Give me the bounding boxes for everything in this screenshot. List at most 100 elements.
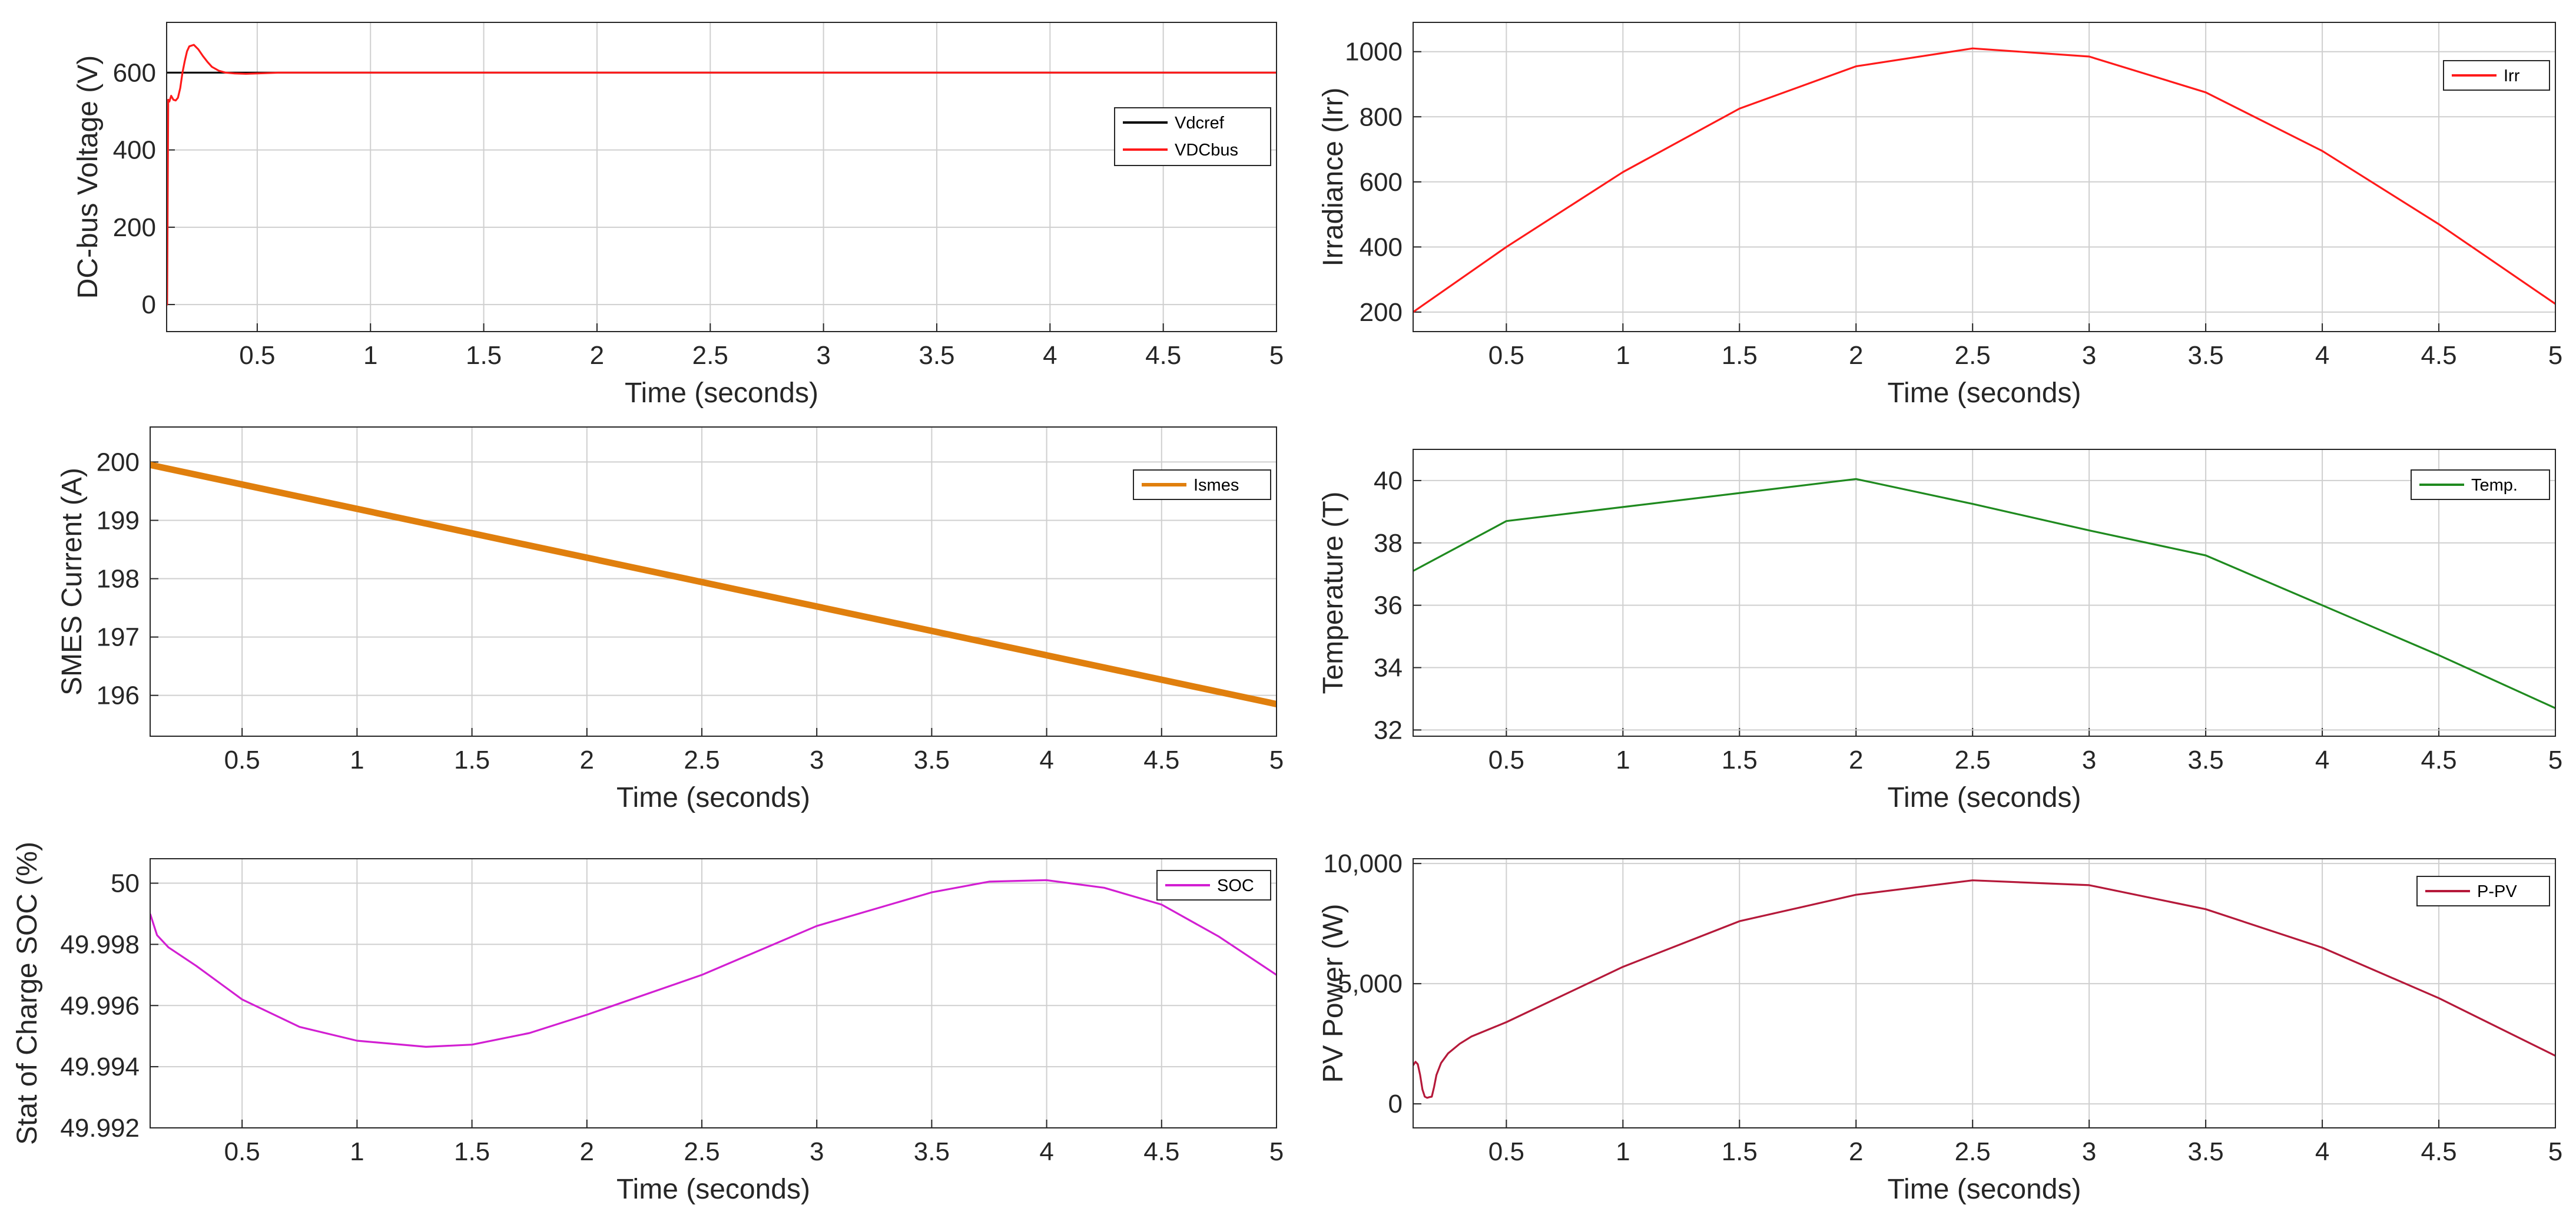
x-tick-label: 0.5 <box>239 341 275 370</box>
x-tick-label: 4 <box>2315 1137 2329 1166</box>
legend: Vdcref VDCbus <box>1114 107 1271 166</box>
x-tick-label: 0.5 <box>224 1137 260 1166</box>
y-tick-label: 5,000 <box>1338 969 1403 998</box>
x-tick-label: 5 <box>1269 341 1284 370</box>
x-tick-label: 3 <box>816 341 830 370</box>
chart-ismes: 0.5 1 1.5 2 2.5 3 3.5 4 4.5 5 196 197 198 199 200 Time … <box>57 426 1284 813</box>
legend: Temp. <box>2411 469 2550 500</box>
series-line-vdcbus <box>167 44 1277 306</box>
x-tick-label: 5 <box>1269 746 1284 774</box>
legend: P-PV <box>2416 876 2550 906</box>
legend: Ismes <box>1133 469 1271 500</box>
x-tick-label: 4.5 <box>1145 341 1181 370</box>
plot-area <box>1413 859 2555 1128</box>
legend-label: Irr <box>2504 67 2520 85</box>
x-tick-label: 0.5 <box>1488 1137 1524 1166</box>
x-tick-label: 0.5 <box>1488 746 1524 774</box>
y-axis-label: DC-bus Voltage (V) <box>72 55 104 299</box>
x-tick-label: 3 <box>2082 1137 2096 1166</box>
x-tick-label: 4.5 <box>2421 746 2456 774</box>
y-tick-label: 200 <box>97 448 140 476</box>
plot-area <box>1413 449 2555 736</box>
y-tick-label: 800 <box>1360 102 1403 131</box>
x-tick-label: 2 <box>1849 746 1863 774</box>
x-tick-label: 4.5 <box>2421 341 2456 370</box>
x-tick-label: 2.5 <box>1955 341 1991 370</box>
x-tick-label: 2.5 <box>692 341 728 370</box>
x-tick-label: 4 <box>2315 746 2329 774</box>
legend-label: Vdcref <box>1175 114 1225 133</box>
x-tick-label: 3.5 <box>914 1137 950 1166</box>
x-tick-label: 2.5 <box>1955 746 1991 774</box>
axes-frame <box>150 426 1277 737</box>
x-tick-label: 4.5 <box>2421 1137 2456 1166</box>
x-tick-label: 1 <box>1616 746 1630 774</box>
legend-box <box>1114 107 1271 166</box>
x-tick-label: 2 <box>580 746 594 774</box>
y-tick-label: 200 <box>1360 298 1403 327</box>
plot-area <box>1413 22 2555 332</box>
x-tick-label: 5 <box>2548 746 2562 774</box>
y-tick-label: 200 <box>113 213 156 242</box>
x-tick-label: 1 <box>350 1137 364 1166</box>
y-tick-label: 196 <box>97 681 140 710</box>
y-tick-label: 40 <box>1374 466 1403 495</box>
x-tick-label: 5 <box>1269 1137 1284 1166</box>
y-tick-label: 600 <box>1360 168 1403 197</box>
legend: SOC <box>1156 870 1271 901</box>
y-tick-label: 50 <box>111 869 140 898</box>
legend-box <box>1133 469 1271 500</box>
x-axis-label: Time (seconds) <box>616 1174 810 1205</box>
x-tick-label: 2.5 <box>1955 1137 1991 1166</box>
x-tick-label: 1 <box>363 341 377 370</box>
x-tick-label: 5 <box>2548 341 2562 370</box>
legend-label: P-PV <box>2477 882 2517 901</box>
y-tick-label: 400 <box>113 136 156 165</box>
x-tick-label: 3 <box>810 1137 824 1166</box>
x-axis-label: Time (seconds) <box>616 782 810 813</box>
x-axis-label: Time (seconds) <box>1888 782 2081 813</box>
y-axis-label: Irradiance (Irr) <box>1318 87 1349 266</box>
series-line-soc <box>150 879 1277 1048</box>
x-axis-label: Time (seconds) <box>625 378 818 409</box>
y-axis-label: Stat of Charge SOC (%) <box>12 842 43 1145</box>
legend-label: Ismes <box>1193 476 1239 495</box>
x-tick-label: 1.5 <box>454 746 490 774</box>
series-line-ismes <box>150 462 1277 707</box>
y-tick-label: 1000 <box>1345 38 1403 67</box>
x-tick-label: 3.5 <box>2188 1137 2224 1166</box>
y-tick-label: 32 <box>1374 716 1403 744</box>
y-tick-label: 0 <box>1388 1090 1403 1118</box>
x-tick-label: 4 <box>1039 746 1053 774</box>
x-tick-label: 2 <box>1849 341 1863 370</box>
x-tick-label: 0.5 <box>224 746 260 774</box>
axes-frame <box>1413 449 2556 737</box>
x-tick-label: 1 <box>1616 1137 1630 1166</box>
y-tick-label: 49.998 <box>60 930 140 959</box>
x-tick-label: 2.5 <box>684 746 720 774</box>
x-tick-label: 2.5 <box>684 1137 720 1166</box>
y-tick-label: 400 <box>1360 233 1403 262</box>
x-tick-label: 3.5 <box>919 341 954 370</box>
y-tick-label: 0 <box>142 290 156 319</box>
x-tick-label: 3 <box>810 746 824 774</box>
x-tick-label: 3.5 <box>914 746 950 774</box>
y-tick-label: 36 <box>1374 591 1403 620</box>
chart-soc: 0.5 1 1.5 2 2.5 3 3.5 4 4.5 5 49.992 49.994 49.996 49… <box>12 842 1284 1205</box>
axes-frame <box>166 22 1277 332</box>
y-tick-label: 49.994 <box>60 1052 140 1081</box>
axes-frame <box>150 858 1277 1128</box>
x-tick-label: 1.5 <box>1722 341 1758 370</box>
x-tick-label: 1.5 <box>454 1137 490 1166</box>
plot-area <box>150 859 1277 1128</box>
x-tick-label: 4 <box>1043 341 1057 370</box>
y-axis-label: SMES Current (A) <box>57 468 88 696</box>
y-axis-label: PV Power (W) <box>1318 903 1349 1083</box>
x-tick-label: 3.5 <box>2188 341 2224 370</box>
series-line-irr <box>1413 47 2555 313</box>
y-tick-label: 600 <box>113 58 156 87</box>
x-tick-label: 0.5 <box>1488 341 1524 370</box>
x-tick-label: 1.5 <box>1722 746 1758 774</box>
x-tick-label: 1.5 <box>466 341 502 370</box>
